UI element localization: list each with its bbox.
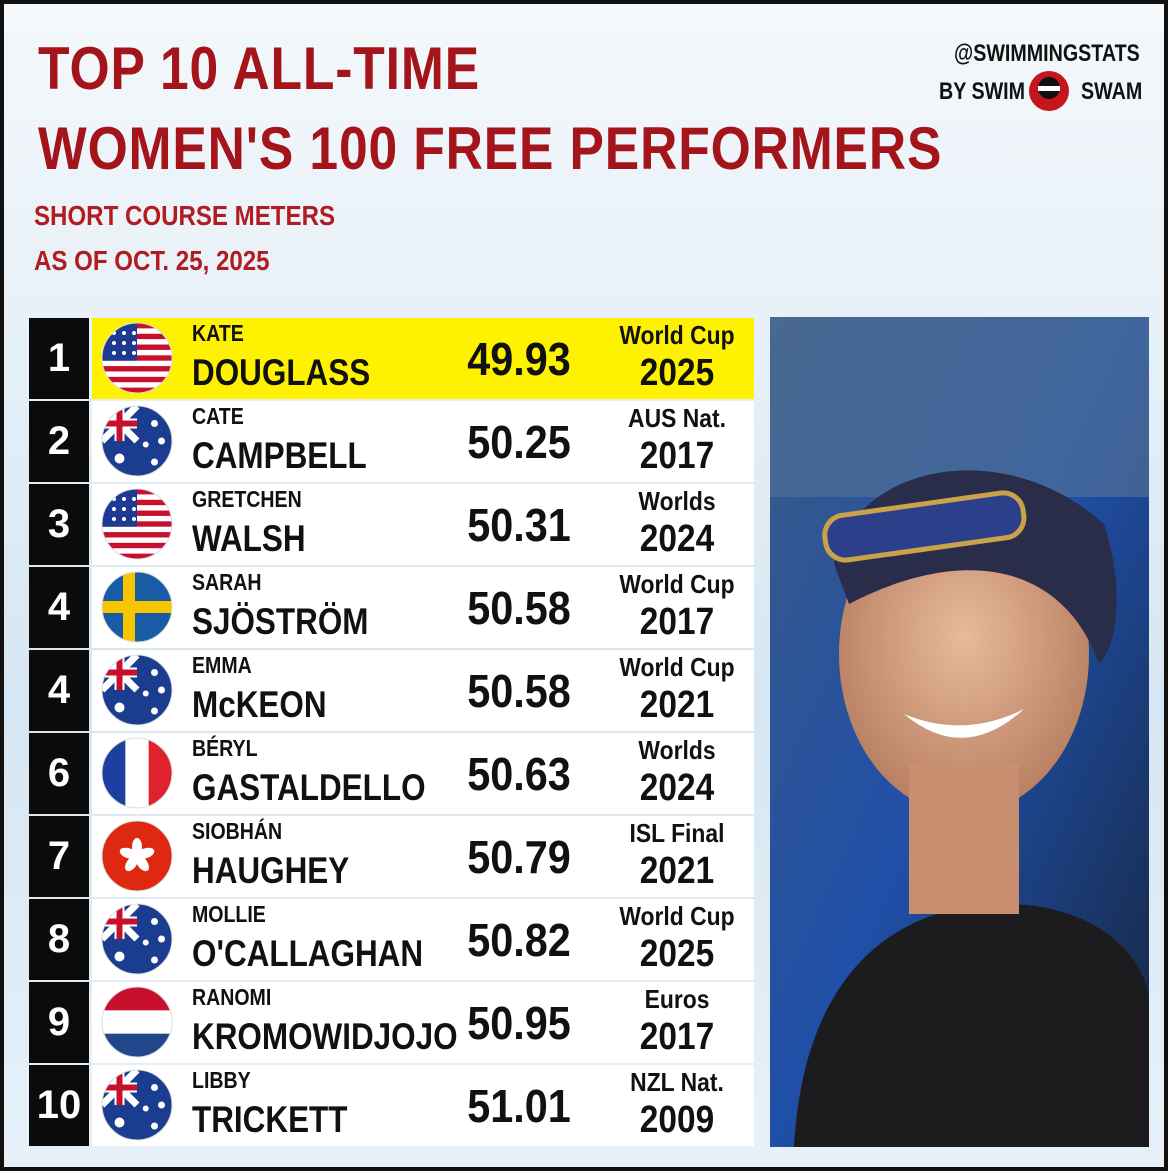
meet: Worlds [638, 486, 716, 516]
last-name: TRICKETT [192, 1099, 348, 1140]
time: 49.93 [467, 333, 571, 385]
time: 50.82 [467, 914, 571, 966]
last-name: McKEON [192, 684, 327, 725]
last-name: WALSH [192, 518, 306, 559]
meet: World Cup [619, 569, 735, 599]
table-row [92, 899, 754, 980]
last-name: SJÖSTRÖM [192, 601, 369, 642]
year: 2024 [639, 518, 715, 560]
table-row [92, 1065, 754, 1146]
year: 2025 [639, 352, 715, 394]
rank-cell: 9 [29, 982, 89, 1063]
first-name: MOLLIE [192, 901, 266, 927]
rank-cell: 2 [29, 401, 89, 482]
time: 51.01 [467, 1080, 571, 1132]
table-row [92, 650, 754, 731]
last-name: HAUGHEY [192, 850, 350, 891]
year: 2024 [639, 767, 715, 809]
year: 2021 [639, 684, 715, 726]
meet: ISL Final [629, 818, 725, 848]
year: 2025 [639, 933, 715, 975]
first-name: BÉRYL [192, 735, 258, 761]
first-name: KATE [192, 320, 244, 346]
credit-by: BY SWIM [939, 78, 1026, 105]
credit-handle: @SWIMMINGSTATS [954, 40, 1140, 67]
photo [770, 317, 1149, 1147]
table-row [92, 567, 754, 648]
last-name: DOUGLASS [192, 352, 371, 393]
rank-cell: 6 [29, 733, 89, 814]
table-row [92, 484, 754, 565]
rank-cell: 3 [29, 484, 89, 565]
first-name: GRETCHEN [192, 486, 302, 512]
title-line: WOMEN'S 100 FREE PERFORMERS [38, 115, 943, 182]
subtitle-line: SHORT COURSE METERS [34, 200, 336, 231]
time: 50.58 [467, 665, 571, 717]
first-name: EMMA [192, 652, 252, 678]
rank-cell: 7 [29, 816, 89, 897]
first-name: CATE [192, 403, 244, 429]
year: 2017 [639, 435, 715, 477]
time: 50.31 [467, 499, 571, 551]
first-name: SIOBHÁN [192, 818, 283, 844]
first-name: LIBBY [192, 1067, 251, 1093]
rank-cell: 4 [29, 567, 89, 648]
table-row [92, 318, 754, 399]
last-name: GASTALDELLO [192, 767, 426, 808]
meet: NZL Nat. [630, 1067, 724, 1097]
last-name: O'CALLAGHAN [192, 933, 424, 974]
last-name: CAMPBELL [192, 435, 367, 476]
rank-cell: 8 [29, 899, 89, 980]
meet: Euros [644, 984, 710, 1014]
table-row [92, 982, 754, 1063]
rank-cell: 10 [29, 1065, 89, 1146]
logo [1029, 71, 1069, 111]
time: 50.79 [467, 831, 571, 883]
credit-brand: SWAM [1081, 78, 1143, 105]
title-line: TOP 10 ALL-TIME [38, 35, 481, 102]
meet: Worlds [638, 735, 716, 765]
meet: World Cup [619, 901, 735, 931]
year: 2017 [639, 1016, 715, 1058]
table-row [92, 816, 754, 897]
year: 2021 [639, 850, 715, 892]
rank-cell: 1 [29, 318, 89, 399]
time: 50.25 [467, 416, 571, 468]
subtitle-line: AS OF OCT. 25, 2025 [34, 245, 270, 276]
time: 50.58 [467, 582, 571, 634]
meet: AUS Nat. [628, 403, 726, 433]
meet: World Cup [619, 320, 735, 350]
year: 2009 [639, 1099, 715, 1141]
table-row [92, 401, 754, 482]
first-name: SARAH [192, 569, 262, 595]
year: 2017 [639, 601, 715, 643]
meet: World Cup [619, 652, 735, 682]
last-name: KROMOWIDJOJO [192, 1016, 458, 1057]
time: 50.95 [467, 997, 571, 1049]
table-row [92, 733, 754, 814]
time: 50.63 [467, 748, 571, 800]
first-name: RANOMI [192, 984, 272, 1010]
rank-cell: 4 [29, 650, 89, 731]
